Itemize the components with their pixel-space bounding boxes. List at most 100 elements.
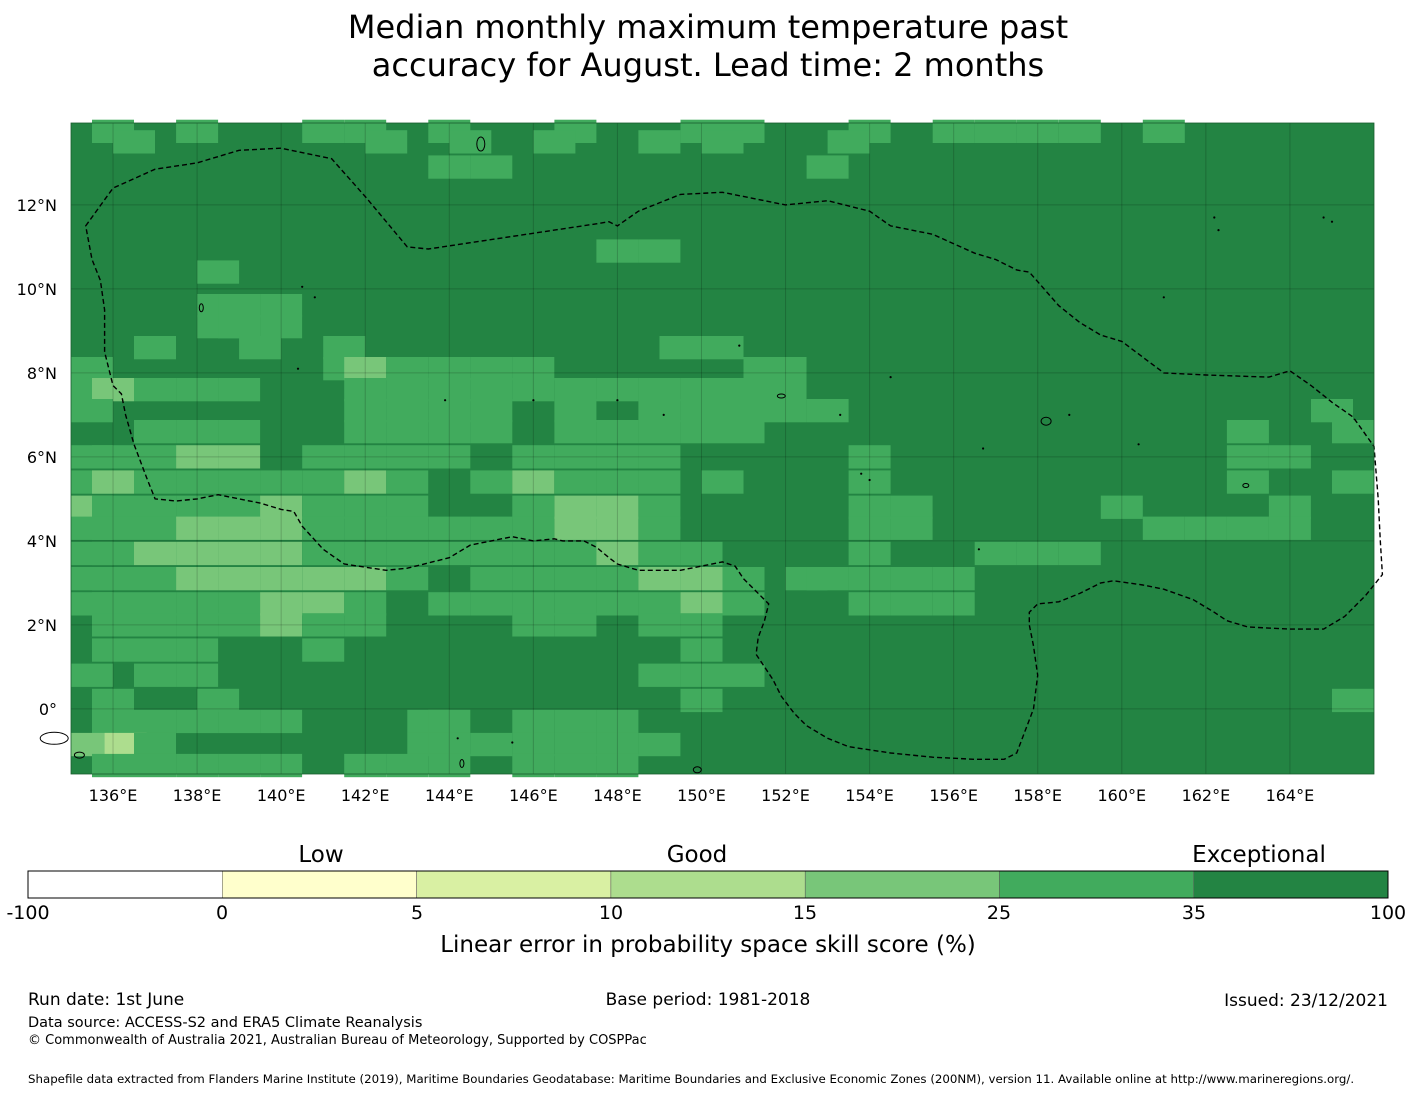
skill-cell xyxy=(176,567,219,591)
issued-date: Issued: 23/12/2021 xyxy=(1224,991,1388,1011)
skill-cell xyxy=(386,399,429,423)
skill-cell xyxy=(470,378,513,402)
skill-cell xyxy=(638,399,681,423)
colorbar-segment-1 xyxy=(27,870,223,899)
colorbar-outline xyxy=(27,870,1389,899)
longitude-tick-label: 150°E xyxy=(677,786,726,805)
skill-cell xyxy=(218,567,261,591)
skill-cell xyxy=(113,130,155,154)
colorbar-tick: 25 xyxy=(986,902,1012,924)
skill-cell xyxy=(428,378,471,402)
skill-cell xyxy=(176,663,219,687)
skill-cell xyxy=(386,445,429,469)
skill-cell xyxy=(554,420,597,444)
longitude-tick-label: 144°E xyxy=(425,786,474,805)
skill-cell xyxy=(218,470,261,494)
skill-cell xyxy=(470,732,513,757)
latitude-tick-label: 4°N xyxy=(27,532,57,551)
skill-cell xyxy=(386,470,429,494)
skill-cell xyxy=(554,541,597,566)
skill-cell xyxy=(701,470,744,494)
skill-cell xyxy=(512,732,555,757)
skill-cell xyxy=(260,516,303,540)
longitude-tick-label: 156°E xyxy=(929,786,978,805)
skill-score-map: 136°E 138°E 140°E 142°E 144°E 146°E 148°E 150°E… xyxy=(17,119,1384,805)
skill-cell xyxy=(386,357,429,381)
skill-cell xyxy=(470,155,513,179)
skill-cell xyxy=(470,470,513,494)
island-outline xyxy=(73,751,85,759)
longitude-tick-label: 148°E xyxy=(593,786,642,805)
skill-cell xyxy=(596,495,639,519)
skill-cell xyxy=(848,445,891,469)
skill-cell xyxy=(344,420,387,444)
atoll-marker xyxy=(1213,216,1216,219)
skill-cell xyxy=(554,399,597,423)
skill-cell xyxy=(134,516,176,540)
skill-cell xyxy=(638,445,681,469)
skill-cell xyxy=(554,378,597,402)
skill-cell xyxy=(92,567,134,591)
skill-grid-layer xyxy=(71,119,1374,778)
skill-cell xyxy=(470,420,513,444)
skill-cell xyxy=(1226,470,1269,494)
skill-cell xyxy=(260,613,303,637)
colorbar-tick: 35 xyxy=(1181,902,1207,924)
longitude-tick-label: 160°E xyxy=(1097,786,1146,805)
skill-cell xyxy=(134,336,176,360)
skill-cell xyxy=(428,155,471,179)
skill-cell xyxy=(512,753,555,778)
skill-cell xyxy=(344,445,387,469)
map-title-line-1: Median monthly maximum temperature past xyxy=(347,8,1069,46)
skill-cell xyxy=(134,753,176,778)
atoll-marker xyxy=(1068,413,1071,416)
longitude-tick-label: 142°E xyxy=(341,786,390,805)
skill-cell xyxy=(512,541,555,566)
skill-cell xyxy=(764,357,807,381)
atoll-marker xyxy=(738,344,741,347)
colorbar-segment-6 xyxy=(999,870,1195,899)
skill-cell xyxy=(134,592,176,616)
skill-cell xyxy=(218,753,261,778)
skill-cell xyxy=(470,541,513,566)
skill-cell xyxy=(722,399,765,423)
skill-cell xyxy=(260,470,303,494)
skill-cell xyxy=(596,592,639,616)
skill-cell xyxy=(596,378,639,402)
atoll-marker xyxy=(860,472,863,475)
skill-cell xyxy=(701,336,744,360)
skill-cell xyxy=(512,357,555,381)
atoll-marker xyxy=(1137,443,1140,446)
skill-cell xyxy=(1268,516,1311,540)
skill-cell xyxy=(596,541,639,566)
skill-cell xyxy=(1226,445,1269,469)
skill-cell xyxy=(134,495,176,519)
skill-cell xyxy=(722,567,765,591)
skill-cell xyxy=(365,130,408,154)
skill-cell xyxy=(512,567,555,591)
skill-cell xyxy=(680,567,723,591)
skill-cell xyxy=(197,260,240,284)
skill-cell xyxy=(848,567,891,591)
skill-cell xyxy=(428,516,471,540)
skill-cell xyxy=(302,495,345,519)
island-outline xyxy=(476,136,486,152)
skill-cell xyxy=(848,592,891,616)
skill-cell xyxy=(260,753,303,778)
skill-cell xyxy=(71,357,113,381)
skill-cell xyxy=(260,315,303,339)
skill-cell xyxy=(302,470,345,494)
skill-cell xyxy=(596,445,639,469)
atoll-marker xyxy=(444,399,447,402)
skill-cell xyxy=(218,420,261,444)
colorbar-tick: 10 xyxy=(598,902,624,924)
skill-cell xyxy=(1268,445,1311,469)
skill-cell xyxy=(71,399,113,423)
skill-cell xyxy=(71,732,113,757)
map-title-line-2: accuracy for August. Lead time: 2 months xyxy=(371,46,1045,84)
skill-cell xyxy=(1016,119,1059,143)
atoll-marker xyxy=(532,399,535,402)
skill-cell xyxy=(260,541,303,566)
skill-cell xyxy=(932,592,975,616)
run-date: Run date: 1st June xyxy=(28,990,185,1010)
